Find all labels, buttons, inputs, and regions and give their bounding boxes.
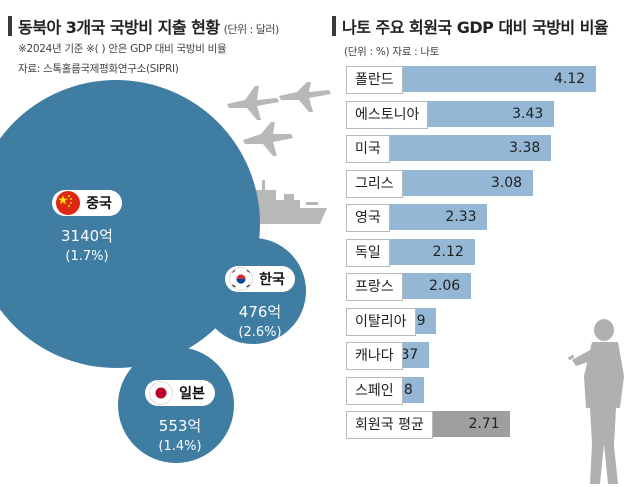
left-unit: (단위 : 달러)	[223, 23, 280, 36]
korea-flag-icon	[229, 267, 254, 291]
japan-amount: 553억	[158, 417, 202, 435]
china-name: 중국	[86, 196, 112, 212]
right-panel: 나토 주요 회원국 GDP 대비 국방비 비율 (단위 : %) 자료 : 나토…	[332, 0, 640, 487]
bar-value: 4.12	[554, 71, 586, 87]
china-flag-icon	[56, 191, 81, 215]
korea-label-group: 한국 476억 (2.6%)	[210, 266, 310, 340]
korea-amount: 476억	[238, 303, 282, 321]
left-note: ※2024년 기준 ※( ) 안은 GDP 대비 국방비 비율	[18, 43, 227, 55]
left-source: 자료: 스톡홀름국제평화연구소(SIPRI)	[18, 63, 179, 75]
japan-flag-icon	[149, 381, 174, 405]
korea-ratio: (2.6%)	[238, 325, 282, 340]
right-unit-source: (단위 : %) 자료 : 나토	[344, 46, 440, 58]
bar-label: 스페인	[346, 376, 403, 405]
right-title: 나토 주요 회원국 GDP 대비 국방비 비율	[342, 18, 609, 37]
bar-value: 2.06	[429, 278, 461, 294]
bar-label: 프랑스	[346, 273, 403, 301]
china-amount: 3140억	[61, 227, 113, 245]
korea-pill: 한국	[225, 266, 295, 292]
soldier-silhouette-icon	[568, 319, 624, 484]
bar-value: 3.08	[490, 174, 523, 191]
bar-label: 그리스	[346, 169, 403, 198]
fighter-jet-icon	[227, 82, 331, 156]
japan-ratio: (1.4%)	[158, 439, 202, 454]
bar-label: 이탈리아	[346, 307, 416, 336]
bar-label: 캐나다	[346, 342, 403, 370]
bar-label: 미국	[346, 135, 390, 163]
bar-label: 에스토니아	[346, 100, 429, 129]
japan-label-group: 일본 553억 (1.4%)	[130, 380, 230, 454]
bar-value: 2.33	[445, 209, 477, 225]
left-title: 동북아 3개국 국방비 지출 현황 (단위 : 달러)	[18, 14, 279, 38]
japan-name: 일본	[179, 386, 205, 402]
bar-label: 폴란드	[346, 66, 403, 94]
bar-label: 독일	[346, 238, 390, 267]
korea-name: 한국	[259, 272, 285, 288]
title-marker	[8, 16, 12, 36]
bar-value: 3.43	[512, 105, 544, 122]
japan-pill: 일본	[145, 380, 215, 406]
china-ratio: (1.7%)	[65, 249, 109, 264]
china-label-group: 중국 3140억 (1.7%)	[12, 190, 162, 264]
bar-label: 영국	[346, 204, 390, 232]
left-panel: 동북아 3개국 국방비 지출 현황 (단위 : 달러) ※2024년 기준 ※( …	[0, 14, 331, 463]
bar-value: 2.71	[468, 416, 500, 432]
bar-value: 2.12	[432, 243, 464, 260]
title-marker	[332, 16, 336, 36]
bar-label: 회원국 평균	[346, 411, 433, 439]
bar-value: 3.38	[509, 140, 541, 156]
china-pill: 중국	[52, 190, 122, 216]
left-title-text: 동북아 3개국 국방비 지출 현황	[18, 18, 220, 37]
